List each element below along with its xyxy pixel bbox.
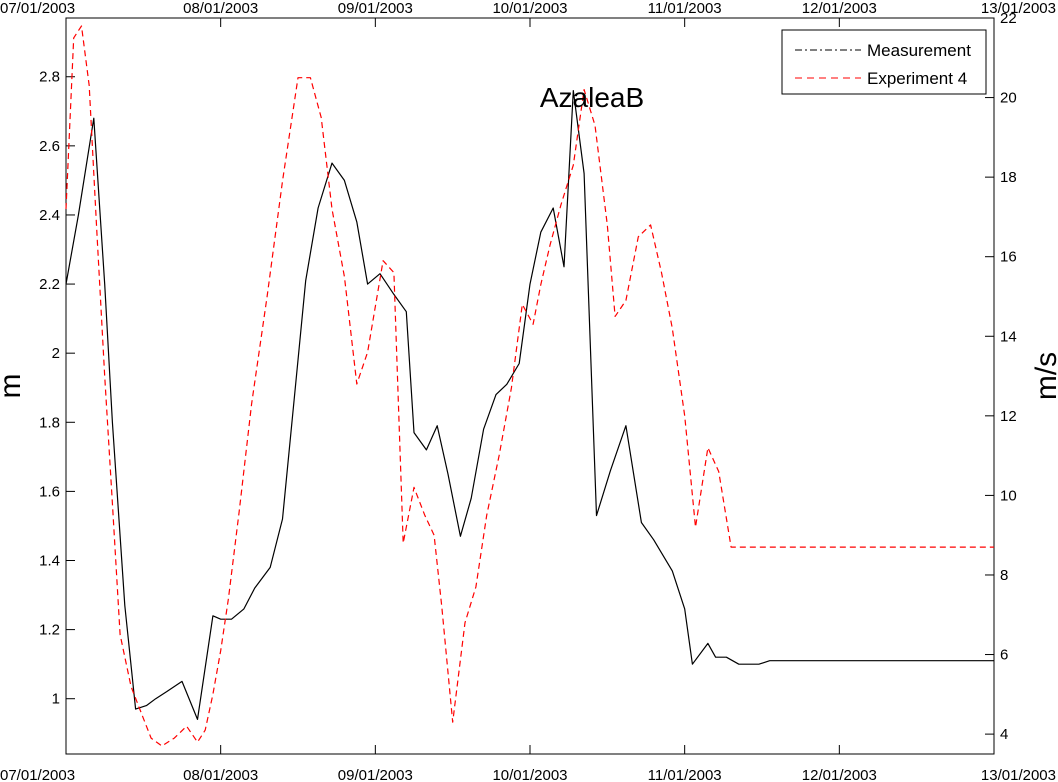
y-tick-label-left: 1.2 xyxy=(39,622,60,639)
y-tick-label-right: 4 xyxy=(1000,726,1008,743)
y-tick-label-right: 6 xyxy=(1000,647,1008,664)
y-tick-label-right: 20 xyxy=(1000,90,1017,107)
legend-label-experiment: Experiment 4 xyxy=(867,69,967,88)
y-tick-label-left: 1 xyxy=(52,691,60,708)
x-tick-label-top: 11/01/2003 xyxy=(648,0,722,17)
y-tick-label-right: 12 xyxy=(1000,408,1017,425)
x-tick-label-bottom: 10/01/2003 xyxy=(492,767,567,782)
chart-title: AzaleaB xyxy=(540,82,644,113)
y-tick-label-left: 2 xyxy=(52,345,60,362)
x-tick-label-bottom: 13/01/2003 xyxy=(981,767,1056,782)
y-tick-label-left: 2.4 xyxy=(39,207,60,224)
x-tick-label-bottom: 11/01/2003 xyxy=(648,767,722,782)
y-axis-right-title: m/s xyxy=(1030,352,1058,400)
legend-box xyxy=(781,29,987,95)
y-tick-label-left: 2.8 xyxy=(39,69,60,86)
x-tick-label-top: 08/01/2003 xyxy=(183,0,258,17)
y-tick-label-right: 22 xyxy=(1000,10,1017,27)
series-layer xyxy=(65,25,994,747)
y-tick-label-right: 18 xyxy=(1000,169,1017,186)
x-tick-label-top: 09/01/2003 xyxy=(338,0,413,17)
y-tick-label-right: 8 xyxy=(1000,567,1008,584)
y-tick-label-right: 16 xyxy=(1000,249,1017,266)
x-tick-label-top: 13/01/2003 xyxy=(981,0,1056,17)
y-axis-left-title: m xyxy=(0,374,27,399)
y-tick-label-left: 1.4 xyxy=(39,552,60,569)
legend-label-measurement: Measurement xyxy=(867,41,971,60)
x-tick-label-bottom: 08/01/2003 xyxy=(183,767,258,782)
x-tick-label-top: 07/01/2003 xyxy=(0,0,75,17)
x-tick-label-bottom: 12/01/2003 xyxy=(802,767,877,782)
y-tick-label-right: 14 xyxy=(1000,328,1017,345)
y-tick-label-left: 1.6 xyxy=(39,483,60,500)
x-tick-label-bottom: 09/01/2003 xyxy=(338,767,413,782)
x-tick-label-bottom: 07/01/2003 xyxy=(0,767,75,782)
x-tick-label-top: 12/01/2003 xyxy=(802,0,877,17)
y-tick-label-right: 10 xyxy=(1000,487,1017,504)
y-tick-label-left: 2.2 xyxy=(39,276,60,293)
plot-area xyxy=(65,17,995,755)
series-line-measurement xyxy=(65,89,994,721)
series-line-experiment-4 xyxy=(65,25,994,747)
y-tick-label-left: 2.6 xyxy=(39,138,60,155)
x-tick-label-top: 10/01/2003 xyxy=(492,0,567,17)
y-tick-label-left: 1.8 xyxy=(39,414,60,431)
legend: Measurement Experiment 4 xyxy=(781,29,987,95)
